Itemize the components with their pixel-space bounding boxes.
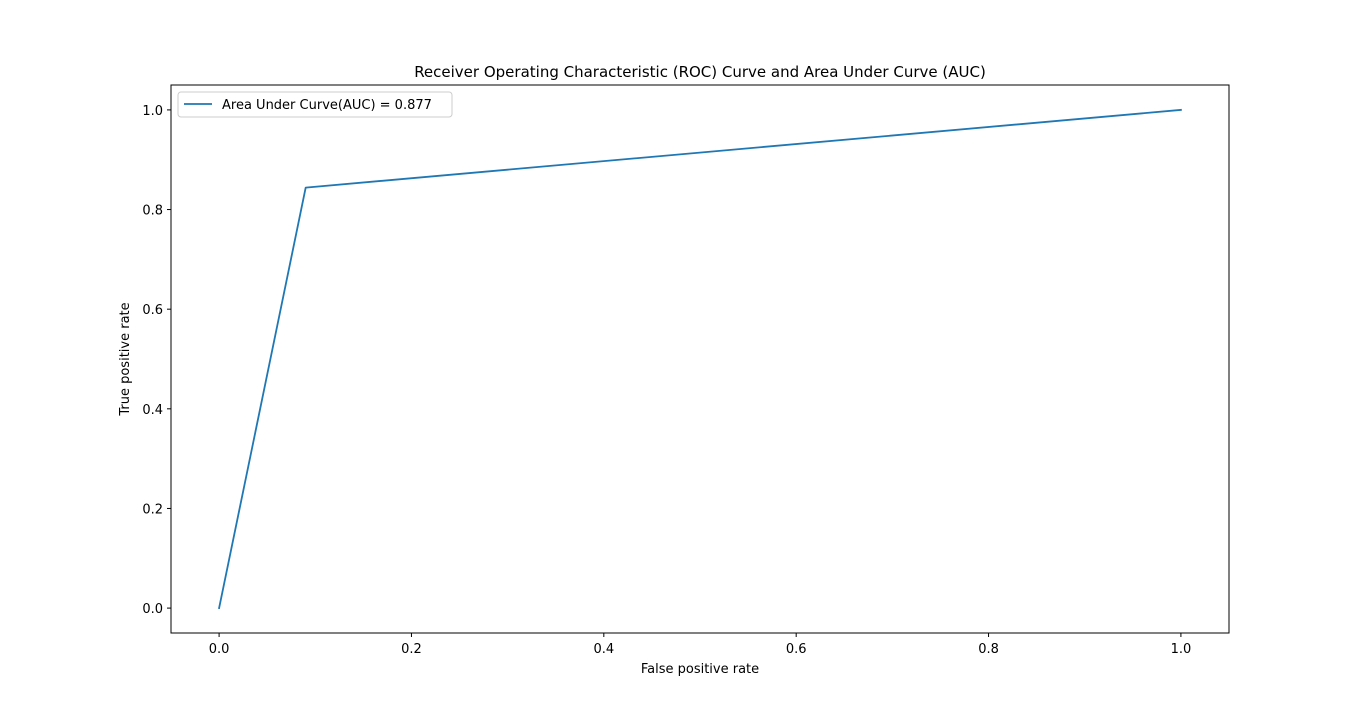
x-axis: 0.0 0.2 0.4 0.6 0.8 1.0 bbox=[209, 633, 1192, 657]
y-tick-label: 0.0 bbox=[142, 602, 163, 617]
legend-label: Area Under Curve(AUC) = 0.877 bbox=[222, 98, 432, 113]
chart-title: Receiver Operating Characteristic (ROC) … bbox=[414, 63, 986, 81]
x-tick-label: 0.6 bbox=[786, 642, 807, 657]
x-tick-label: 0.8 bbox=[978, 642, 999, 657]
y-axis-title: True positive rate bbox=[118, 302, 133, 416]
legend-box bbox=[177, 91, 453, 118]
plot-frame bbox=[170, 84, 1230, 634]
roc-curve-line bbox=[218, 108, 1182, 610]
y-tick-label: 0.4 bbox=[142, 403, 163, 418]
series-layer bbox=[218, 108, 1182, 610]
plot-area bbox=[170, 84, 1230, 634]
y-tick-label: 1.0 bbox=[142, 104, 163, 119]
x-tick-label: 0.2 bbox=[401, 642, 422, 657]
x-tick-label: 1.0 bbox=[1171, 642, 1192, 657]
legend: Area Under Curve(AUC) = 0.877 bbox=[177, 91, 453, 118]
x-tick-label: 0.4 bbox=[593, 642, 614, 657]
y-tick-label: 0.6 bbox=[142, 303, 163, 318]
y-tick-label: 0.8 bbox=[142, 204, 163, 219]
y-axis: 0.0 0.2 0.4 0.6 0.8 1.0 bbox=[142, 104, 171, 617]
x-tick-label: 0.0 bbox=[209, 642, 230, 657]
y-tick-label: 0.2 bbox=[142, 502, 163, 517]
x-axis-title: False positive rate bbox=[641, 662, 759, 677]
